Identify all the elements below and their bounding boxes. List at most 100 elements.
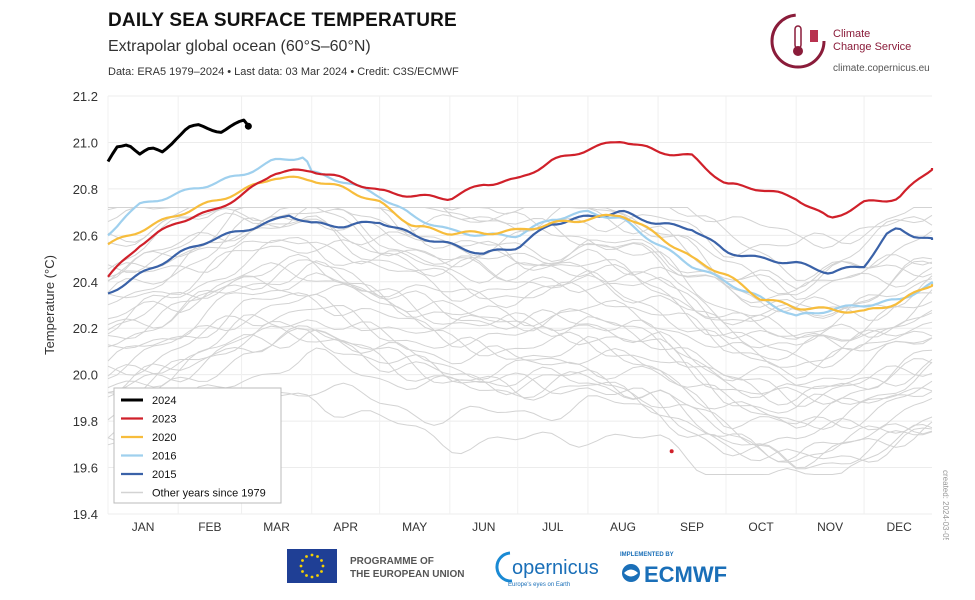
other-year-line [107,292,933,405]
other-year-line [107,207,932,281]
eu-star [305,555,308,558]
y-tick-label: 20.4 [73,275,98,290]
y-tick-label: 20.6 [73,228,98,243]
grid [107,95,932,515]
legend-label: 2023 [152,414,176,426]
other-year-line [108,207,933,337]
other-year-line [107,207,933,321]
series-line-2016 [107,156,934,317]
legend-label: 2016 [152,451,176,463]
programme-line1: PROGRAMME OF [350,556,434,567]
c3s-logo [770,13,826,69]
other-year-line [107,208,933,379]
y-tick-label: 20.0 [73,368,98,383]
series-line-2023 [107,141,934,278]
month-label: MAR [263,520,290,534]
month-label: OCT [748,520,774,534]
legend-label: 2015 [152,469,176,481]
eu-star [305,574,308,577]
month-label: SEP [680,520,704,534]
other-year-line [107,325,933,470]
eu-star [301,559,304,562]
footer-logos: PROGRAMME OF THE EUROPEAN UNION opernicu… [287,549,727,588]
c3s-url: climate.copernicus.eu [833,63,930,74]
other-year-line [107,325,933,446]
eu-star [320,559,323,562]
other-year-line [108,207,933,317]
thermometer-bulb-icon [793,46,803,56]
month-label: APR [333,520,358,534]
eu-star [316,574,319,577]
other-year-line [107,259,933,349]
other-year-line [108,207,933,290]
chart-title: DAILY SEA SURFACE TEMPERATURE [108,10,457,31]
outlier-dot [669,449,674,454]
y-tick-label: 19.6 [73,461,98,476]
thermometer-icon [794,25,802,49]
eu-star [301,570,304,573]
implemented-by: IMPLEMENTED BY [620,552,674,558]
programme-line2: THE EUROPEAN UNION [350,569,464,580]
other-years-lines [107,207,933,475]
c3s-line1: Climate [833,28,871,40]
created-label: created: 2024-03-05 [941,470,950,540]
axes: 19.4 19.6 19.8 20.0 20.2 20.4 20.6 20.8 21.0 21.2… [42,89,912,534]
legend-label: Other years since 1979 [152,488,266,500]
y-tick-label: 19.4 [73,507,98,522]
other-year-line [107,347,933,463]
chart-subtitle: Extrapolar global ocean (60°S–60°N) [108,38,371,55]
legend: 2024 2023 2020 2016 2015 Other years since 19… [113,387,282,504]
series-line-2020 [107,175,934,314]
legend-label: 2024 [152,395,176,407]
eu-star [316,555,319,558]
month-label: NOV [817,520,843,534]
other-year-line [107,327,933,463]
other-year-line [107,262,933,386]
series-line-2024 [106,118,250,163]
month-label: AUG [610,520,636,534]
c3s-name: Climate Change Service [833,28,943,54]
other-year-line [107,293,933,414]
ecmwf-wave-icon [624,569,638,577]
other-year-line [107,238,933,301]
month-label: JAN [132,520,155,534]
c3s-ring-icon [770,13,826,69]
other-year-line [107,304,933,429]
other-year-line [107,272,933,368]
month-label: MAY [402,520,427,534]
copernicus-tagline: Europe's eyes on Earth [508,582,570,588]
data-credit: Data: ERA5 1979–2024 • Last data: 03 Mar… [108,66,459,78]
y-axis-label: Temperature (°C) [42,255,57,355]
highlight-series-lines [106,118,934,317]
eu-star [310,575,314,579]
y-tick-label: 21.2 [73,89,98,104]
legend-label: 2020 [152,432,176,444]
other-year-line [107,207,933,304]
copernicus-c-icon [495,551,513,583]
copernicus-word: opernicus [512,557,599,579]
series-endpoint-2024 [244,122,252,130]
other-year-line [107,260,933,406]
sst-chart: 19.4 19.6 19.8 20.0 20.2 20.4 20.6 20.8 21.0 21.2… [42,89,950,540]
y-tick-label: 20.2 [73,321,98,336]
month-label: JUN [472,520,495,534]
other-year-line [107,207,933,341]
eu-star [321,564,325,568]
eu-star [310,553,314,557]
eu-stars-icon [299,553,325,579]
month-label: FEB [198,520,221,534]
ecmwf-wordmark: ECMWF [644,562,727,587]
y-tick-label: 20.8 [73,182,98,197]
other-year-line [107,236,933,322]
month-label: DEC [887,520,913,534]
other-year-line [107,207,933,306]
y-tick-label: 19.8 [73,414,98,429]
other-year-line [107,321,933,430]
legend-box [113,387,282,504]
other-year-line [107,283,933,407]
c3s-line2: Change Service [833,41,912,53]
eu-star [299,564,303,568]
month-label: JUL [542,520,564,534]
other-year-line [107,329,933,463]
series-line-2015 [107,209,934,295]
